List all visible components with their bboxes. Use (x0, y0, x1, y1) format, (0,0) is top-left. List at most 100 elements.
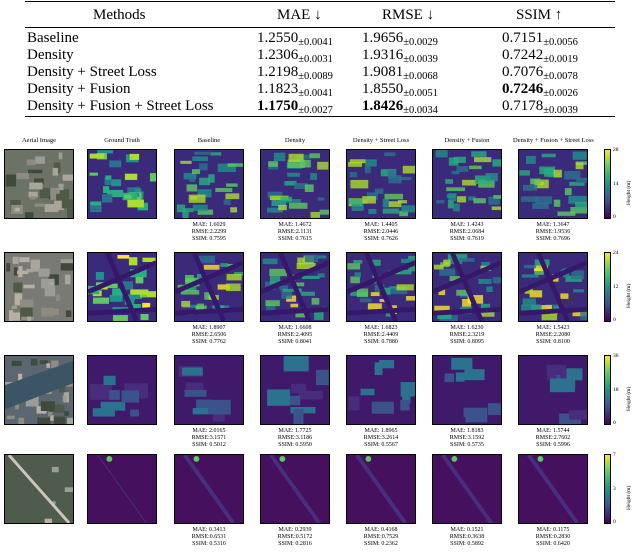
colorbar-row2 (604, 252, 611, 322)
colorbar-tick: 0 (613, 214, 616, 220)
colorbar-tick: 24 (613, 250, 619, 256)
colorbar-row3 (604, 355, 611, 425)
table-value-ssim: 0.7151 (502, 30, 544, 46)
colorbar-tick: 3 (613, 486, 616, 492)
column-header-density-street: Density + Street Loss (352, 137, 410, 144)
table-std-ssim: ±0.0039 (543, 105, 578, 116)
tile-ground-truth-row3 (87, 355, 157, 425)
tile-density-fusion-street-row2 (518, 252, 588, 322)
metric-mae-density: MAE: 1.7725 (278, 428, 312, 434)
table-cell-ssim: 0.7151±0.0056 (502, 29, 578, 49)
metric-rmse-baseline: RMSE:0.6531 (191, 534, 227, 540)
table-std-mae: ±0.0089 (298, 71, 333, 82)
header-methods: Methods (93, 7, 146, 23)
colorbar-tick: 0 (613, 420, 616, 426)
column-header-density: Density (284, 137, 306, 144)
table-cell-mae: 1.2306±0.0031 (257, 46, 333, 66)
metric-mae-baseline: MAE: 1.6029 (192, 222, 226, 228)
table-cell-rmse: 1.9316±0.0039 (362, 46, 438, 66)
metric-rmse-density: RMSE:3.1186 (277, 435, 313, 441)
table-value-ssim: 0.7076 (502, 64, 544, 80)
tile-ground-truth-row4 (87, 454, 157, 524)
table-row-method: Density + Fusion + Street Loss (27, 98, 214, 114)
tile-ground-truth-row1 (87, 149, 157, 219)
table-cell-mae: 1.1823±0.0041 (257, 80, 333, 100)
column-header-baseline: Baseline (197, 137, 221, 144)
metric-mae-density-street: MAE: 0.4168 (364, 527, 398, 533)
table-std-ssim: ±0.0056 (543, 37, 578, 48)
metric-mae-density-fusion-street: MAE: 0.1175 (536, 527, 570, 533)
table-cell-mae: 1.1750±0.0027 (257, 97, 333, 117)
table-cell-rmse: 1.9081±0.0068 (362, 63, 438, 83)
table-std-rmse: ±0.0039 (403, 54, 438, 65)
tile-density-fusion-street-row4 (518, 454, 588, 524)
metric-ssim-baseline: SSIM: 0.5316 (192, 541, 226, 547)
colorbar-tick: 28 (613, 147, 619, 153)
table-std-mae: ±0.0041 (298, 37, 333, 48)
table-value-rmse: 1.9656 (362, 30, 404, 46)
metric-rmse-density-fusion: RMSE:0.3638 (449, 534, 485, 540)
metric-rmse-density-fusion: RMSE:2.0684 (449, 229, 485, 235)
metric-ssim-density-fusion-street: SSIM: 0.5996 (536, 442, 570, 448)
table-std-rmse: ±0.0034 (403, 105, 438, 116)
tile-density-fusion-row2 (432, 252, 502, 322)
tile-density-fusion-row3 (432, 355, 502, 425)
table-std-ssim: ±0.0019 (543, 54, 578, 65)
metric-mae-baseline: MAE: 2.0165 (192, 428, 226, 434)
metric-ssim-baseline: SSIM: 0.5012 (192, 442, 226, 448)
table-value-ssim: 0.7246 (502, 81, 544, 97)
table-cell-rmse: 1.8426±0.0034 (362, 97, 438, 117)
column-header-aerial: Aerial Image (21, 137, 57, 144)
tile-density-street-row2 (346, 252, 416, 322)
tile-density-row3 (260, 355, 330, 425)
metric-ssim-density-street: SSIM: 0.7626 (364, 236, 398, 242)
tile-ground-truth-row2 (87, 252, 157, 322)
colorbar-tick: 14 (613, 181, 619, 187)
metric-mae-density-fusion-street: MAE: 1.3647 (536, 222, 570, 228)
metric-mae-density-fusion: MAE: 1.6230 (450, 325, 484, 331)
metric-ssim-density-street: SSIM: 0.2362 (364, 541, 398, 547)
metric-mae-density-fusion-street: MAE: 1.5744 (536, 428, 570, 434)
metric-rmse-density-fusion-street: RMSE:2.2080 (535, 332, 571, 338)
metric-ssim-density-fusion-street: SSIM: 0.8100 (536, 339, 570, 345)
table-row-method: Baseline (27, 30, 79, 46)
tile-density-fusion-street-row1 (518, 149, 588, 219)
tile-density-street-row1 (346, 149, 416, 219)
table-value-mae: 1.2306 (257, 47, 299, 63)
metric-ssim-baseline: SSIM: 0.7762 (192, 339, 226, 345)
table-cell-ssim: 0.7076±0.0078 (502, 63, 578, 83)
tile-density-fusion-street-row3 (518, 355, 588, 425)
table-cell-mae: 1.2550±0.0041 (257, 29, 333, 49)
metric-ssim-density-fusion-street: SSIM: 0.6420 (536, 541, 570, 547)
tile-density-row4 (260, 454, 330, 524)
tile-baseline-row4 (174, 454, 244, 524)
metric-ssim-density: SSIM: 0.2816 (278, 541, 312, 547)
tile-aerial-row1 (4, 149, 74, 219)
table-value-ssim: 0.7178 (502, 98, 544, 114)
table-std-mae: ±0.0031 (298, 54, 333, 65)
header-mae: MAE ↓ (277, 7, 322, 23)
table-value-rmse: 1.8550 (362, 81, 404, 97)
header-ssim: SSIM ↑ (516, 7, 563, 23)
metric-mae-baseline: MAE: 0.3413 (192, 527, 226, 533)
metric-rmse-density-fusion: RMSE:3.1592 (449, 435, 485, 441)
metric-mae-density-fusion-street: MAE: 1.5423 (536, 325, 570, 331)
table-std-ssim: ±0.0078 (543, 71, 578, 82)
table-cell-mae: 1.2198±0.0089 (257, 63, 333, 83)
table-row-method: Density (27, 47, 74, 63)
table-cell-rmse: 1.9656±0.0029 (362, 29, 438, 49)
results-table: Methods MAE ↓ RMSE ↓ SSIM ↑ Baseline 1.25… (25, 0, 615, 118)
column-header-density-fusion: Density + Fusion (444, 137, 490, 144)
tile-aerial-row4 (4, 454, 74, 524)
metric-ssim-density-street: SSIM: 0.7880 (364, 339, 398, 345)
colorbar-tick: 0 (613, 317, 616, 323)
column-header-ground-truth: Ground Truth (104, 137, 140, 144)
qualitative-figure: Aerial Image Ground Truth Baseline Density D… (0, 128, 640, 553)
metric-ssim-baseline: SSIM: 0.7595 (192, 236, 226, 242)
metric-rmse-density-street: RMSE:3.2614 (363, 435, 399, 441)
metric-rmse-baseline: RMSE:3.1571 (191, 435, 227, 441)
table-value-ssim: 0.7242 (502, 47, 544, 63)
tile-density-fusion-row4 (432, 454, 502, 524)
metric-mae-density: MAE: 1.4672 (278, 222, 312, 228)
metric-rmse-density-fusion-street: RMSE:0.2830 (535, 534, 571, 540)
